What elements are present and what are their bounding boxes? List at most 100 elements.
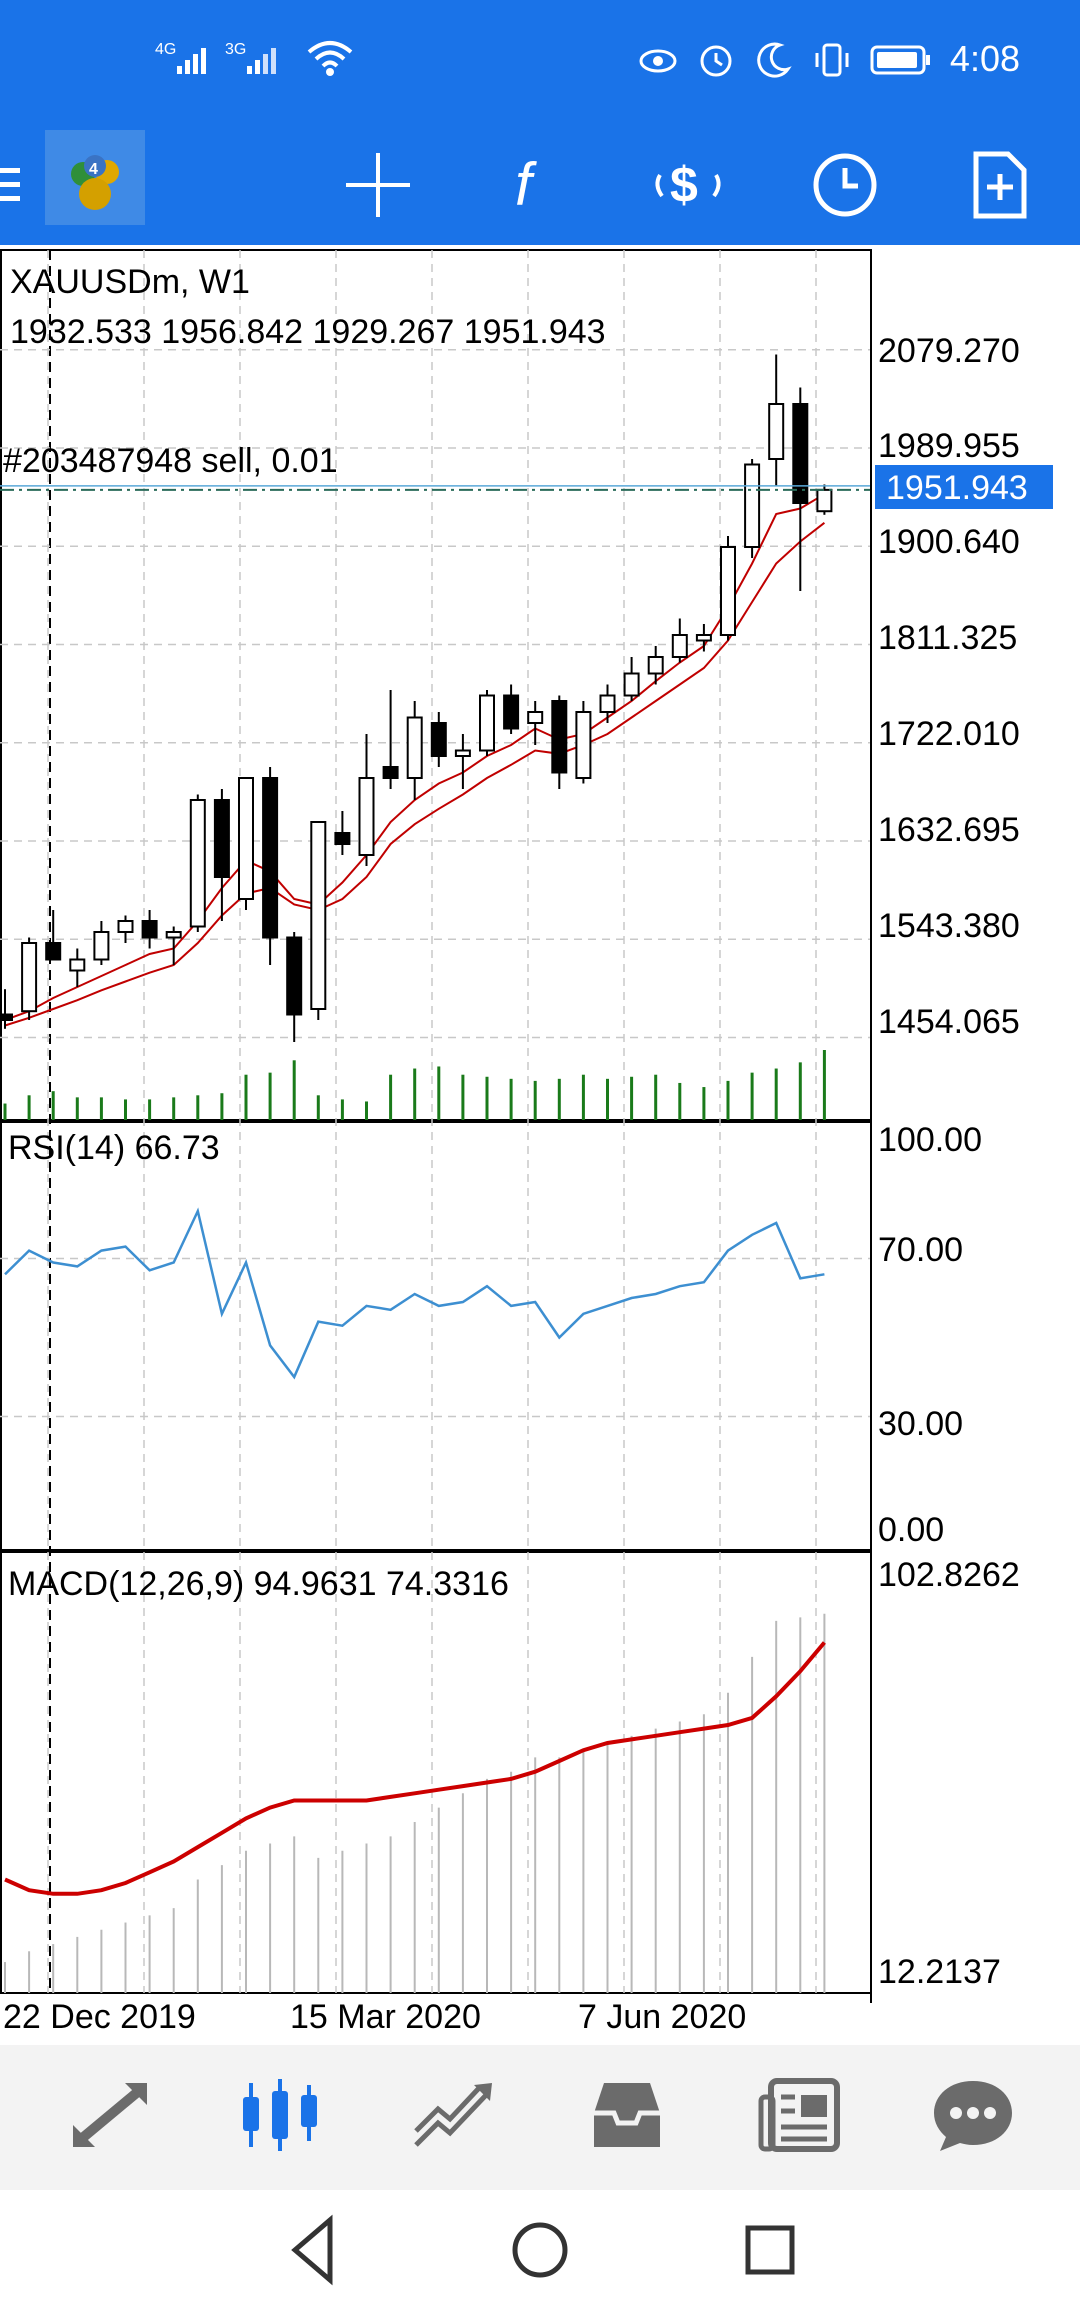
price-tick: 1722.010	[878, 715, 1020, 753]
candle-body	[430, 722, 447, 757]
price-tick: 1454.065	[878, 1003, 1020, 1041]
alarm-icon	[700, 45, 732, 77]
panel-frame	[0, 1121, 872, 1551]
ohlc-label: 1932.533 1956.842 1929.267 1951.943	[10, 313, 606, 351]
rsi-tick: 100.00	[878, 1121, 982, 1159]
candle-body	[744, 463, 761, 548]
function-icon[interactable]: f	[482, 135, 582, 235]
panel-frame	[0, 1551, 872, 1994]
wifi-icon	[307, 41, 353, 76]
svg-text:f: f	[515, 151, 537, 218]
candle-body	[406, 716, 423, 779]
clock-time: 4:08	[949, 38, 1020, 79]
recents-icon[interactable]	[745, 2225, 795, 2275]
candle-body	[213, 799, 230, 878]
candle-body	[599, 694, 616, 713]
price-tick: 1543.380	[878, 907, 1020, 945]
candle-body	[575, 711, 592, 779]
candle-body	[792, 403, 809, 504]
macd-label: MACD(12,26,9) 94.9631 74.3316	[8, 1565, 509, 1603]
trade-icon[interactable]: $	[638, 135, 738, 235]
crosshair-icon[interactable]	[328, 135, 428, 235]
new-template-icon[interactable]	[950, 135, 1050, 235]
candle-body	[93, 931, 110, 961]
svg-text:$: $	[670, 157, 698, 213]
candle-body	[334, 832, 351, 845]
trade-nav-icon[interactable]	[398, 2065, 508, 2165]
macd-tick: 12.2137	[878, 1953, 1001, 1991]
battery-icon	[870, 45, 930, 75]
chart-icon[interactable]	[225, 2065, 335, 2165]
candle-body	[720, 546, 736, 636]
signal-3g-icon: 3G	[225, 41, 276, 74]
clock-icon[interactable]	[795, 135, 895, 235]
macd-tick: 102.8262	[878, 1556, 1020, 1594]
candle-body	[551, 700, 568, 774]
rsi-line	[4, 1207, 825, 1380]
date-label: 22 Dec 2019	[3, 1998, 196, 2036]
signal-3g-label: 3G	[225, 41, 246, 58]
candle-body	[695, 634, 712, 642]
status-bar: 4G 3G	[0, 0, 1080, 120]
date-label: 7 Jun 2020	[578, 1998, 746, 2036]
candle-body	[117, 920, 134, 933]
candle-body	[647, 656, 664, 675]
signal-4g-icon: 4G	[155, 41, 206, 74]
candle-body	[69, 958, 86, 972]
eye-icon	[639, 49, 677, 73]
candle-body	[141, 920, 158, 939]
candle-body	[454, 749, 471, 757]
candle-body	[21, 942, 38, 1013]
status-right: 4:08	[638, 38, 1020, 80]
symbol-label: XAUUSDm, W1	[10, 263, 250, 301]
rsi-tick: 0.00	[878, 1511, 944, 1549]
price-tick: 1989.955	[878, 427, 1020, 465]
candle-body	[623, 672, 640, 697]
chat-icon[interactable]	[918, 2065, 1028, 2165]
chart-area[interactable]: XAUUSDm, W1 1932.533 1956.842 1929.267 1…	[0, 245, 1080, 2045]
candle-body	[45, 942, 62, 961]
top-toolbar: 4 f $	[0, 120, 1080, 245]
svg-text:4: 4	[89, 161, 98, 178]
back-icon[interactable]	[291, 2214, 333, 2286]
rsi-tick: 30.00	[878, 1405, 963, 1443]
chart-canvas[interactable]: XAUUSDm, W1 1932.533 1956.842 1929.267 1…	[0, 245, 1080, 2045]
candle-body	[768, 403, 785, 460]
rsi-label: RSI(14) 66.73	[8, 1129, 220, 1167]
ma-slow-line	[4, 522, 826, 1027]
price-tick: 1811.325	[878, 619, 1017, 657]
date-label: 15 Mar 2020	[290, 1998, 481, 2036]
candle-body	[358, 777, 375, 856]
chart-grid	[0, 249, 872, 2003]
candle-body	[165, 931, 182, 939]
news-icon[interactable]	[745, 2065, 855, 2165]
order-label: #203487948 sell, 0.01	[3, 442, 338, 480]
candle-body	[479, 694, 495, 752]
candle-body	[382, 766, 399, 779]
system-nav	[0, 2190, 1080, 2310]
home-icon[interactable]	[512, 2222, 568, 2278]
price-tick: 1632.695	[878, 811, 1020, 849]
price-panel	[0, 354, 870, 1120]
current-price-tag	[875, 465, 1053, 509]
candle-body	[527, 711, 544, 724]
signal-4g-label: 4G	[155, 41, 176, 58]
macd-panel	[4, 1613, 826, 1993]
vibrate-icon	[815, 43, 849, 77]
price-tick: 2079.270	[878, 332, 1020, 370]
candle-body	[816, 488, 833, 513]
candle-body	[238, 777, 254, 900]
candle-body	[262, 777, 279, 939]
price-tick: 1900.640	[878, 523, 1020, 561]
current-price-value: 1951.943	[886, 469, 1028, 507]
menu-icon[interactable]	[0, 135, 40, 235]
rsi-tick: 70.00	[878, 1231, 963, 1269]
candle-body	[503, 694, 520, 730]
candle-body	[286, 936, 303, 1016]
app-logo[interactable]: 4	[45, 130, 145, 225]
quotes-icon[interactable]	[55, 2065, 165, 2165]
history-icon[interactable]	[572, 2065, 682, 2165]
moon-icon	[757, 42, 792, 78]
signal-group: 4G 3G	[155, 38, 355, 78]
bottom-nav	[0, 2045, 1080, 2190]
